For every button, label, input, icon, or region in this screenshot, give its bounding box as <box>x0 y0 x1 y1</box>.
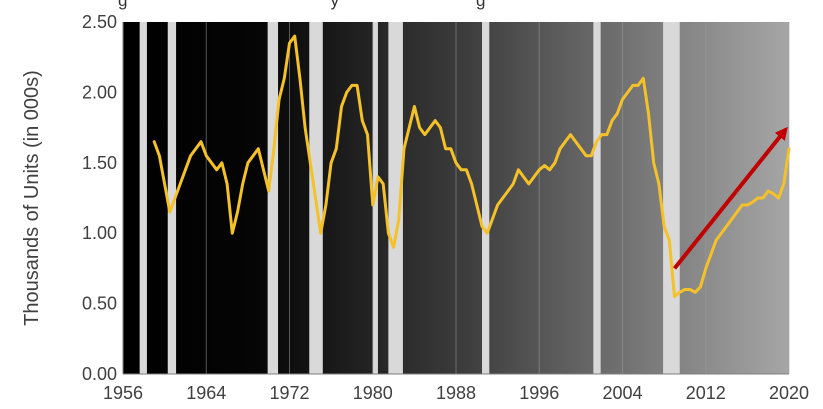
x-tick-label: 1996 <box>519 383 559 403</box>
y-tick-label: 0.00 <box>82 364 117 384</box>
x-tick-label: 1988 <box>436 383 476 403</box>
recession-band <box>167 22 177 374</box>
y-tick-label: 1.50 <box>82 153 117 173</box>
x-tick-label: 2012 <box>686 383 726 403</box>
x-tick-label: 1980 <box>353 383 393 403</box>
recession-bands <box>139 22 680 374</box>
x-tick-label: 1972 <box>269 383 309 403</box>
x-axis-tick-labels: 1956 1964 1972 1980 1988 1996 2004 2012 2020 <box>103 383 809 403</box>
y-tick-label: 2.00 <box>82 82 117 102</box>
x-tick-label: 2020 <box>769 383 809 403</box>
y-tick-label: 2.50 <box>82 12 117 32</box>
recession-band <box>663 22 680 374</box>
series-lines <box>152 34 791 299</box>
x-tick-label: 1956 <box>103 383 143 403</box>
series-line <box>152 34 791 299</box>
recession-band <box>139 22 147 374</box>
y-tick-label: 1.00 <box>82 223 117 243</box>
trend-arrow <box>672 126 788 270</box>
recession-band <box>267 22 279 374</box>
y-axis-tick-labels: 0.00 0.50 1.00 1.50 2.00 2.50 <box>82 12 117 384</box>
chart-title-fragment: g y g <box>118 0 485 10</box>
y-axis-title: Thousands of Units (in 000s) <box>21 70 43 326</box>
recession-band <box>593 22 601 374</box>
y-tick-label: 0.50 <box>82 294 117 314</box>
recession-band <box>482 22 490 374</box>
x-tick-label: 1964 <box>186 383 226 403</box>
annotations <box>672 126 788 270</box>
x-tick-label: 2004 <box>602 383 642 403</box>
recession-band <box>388 22 403 374</box>
